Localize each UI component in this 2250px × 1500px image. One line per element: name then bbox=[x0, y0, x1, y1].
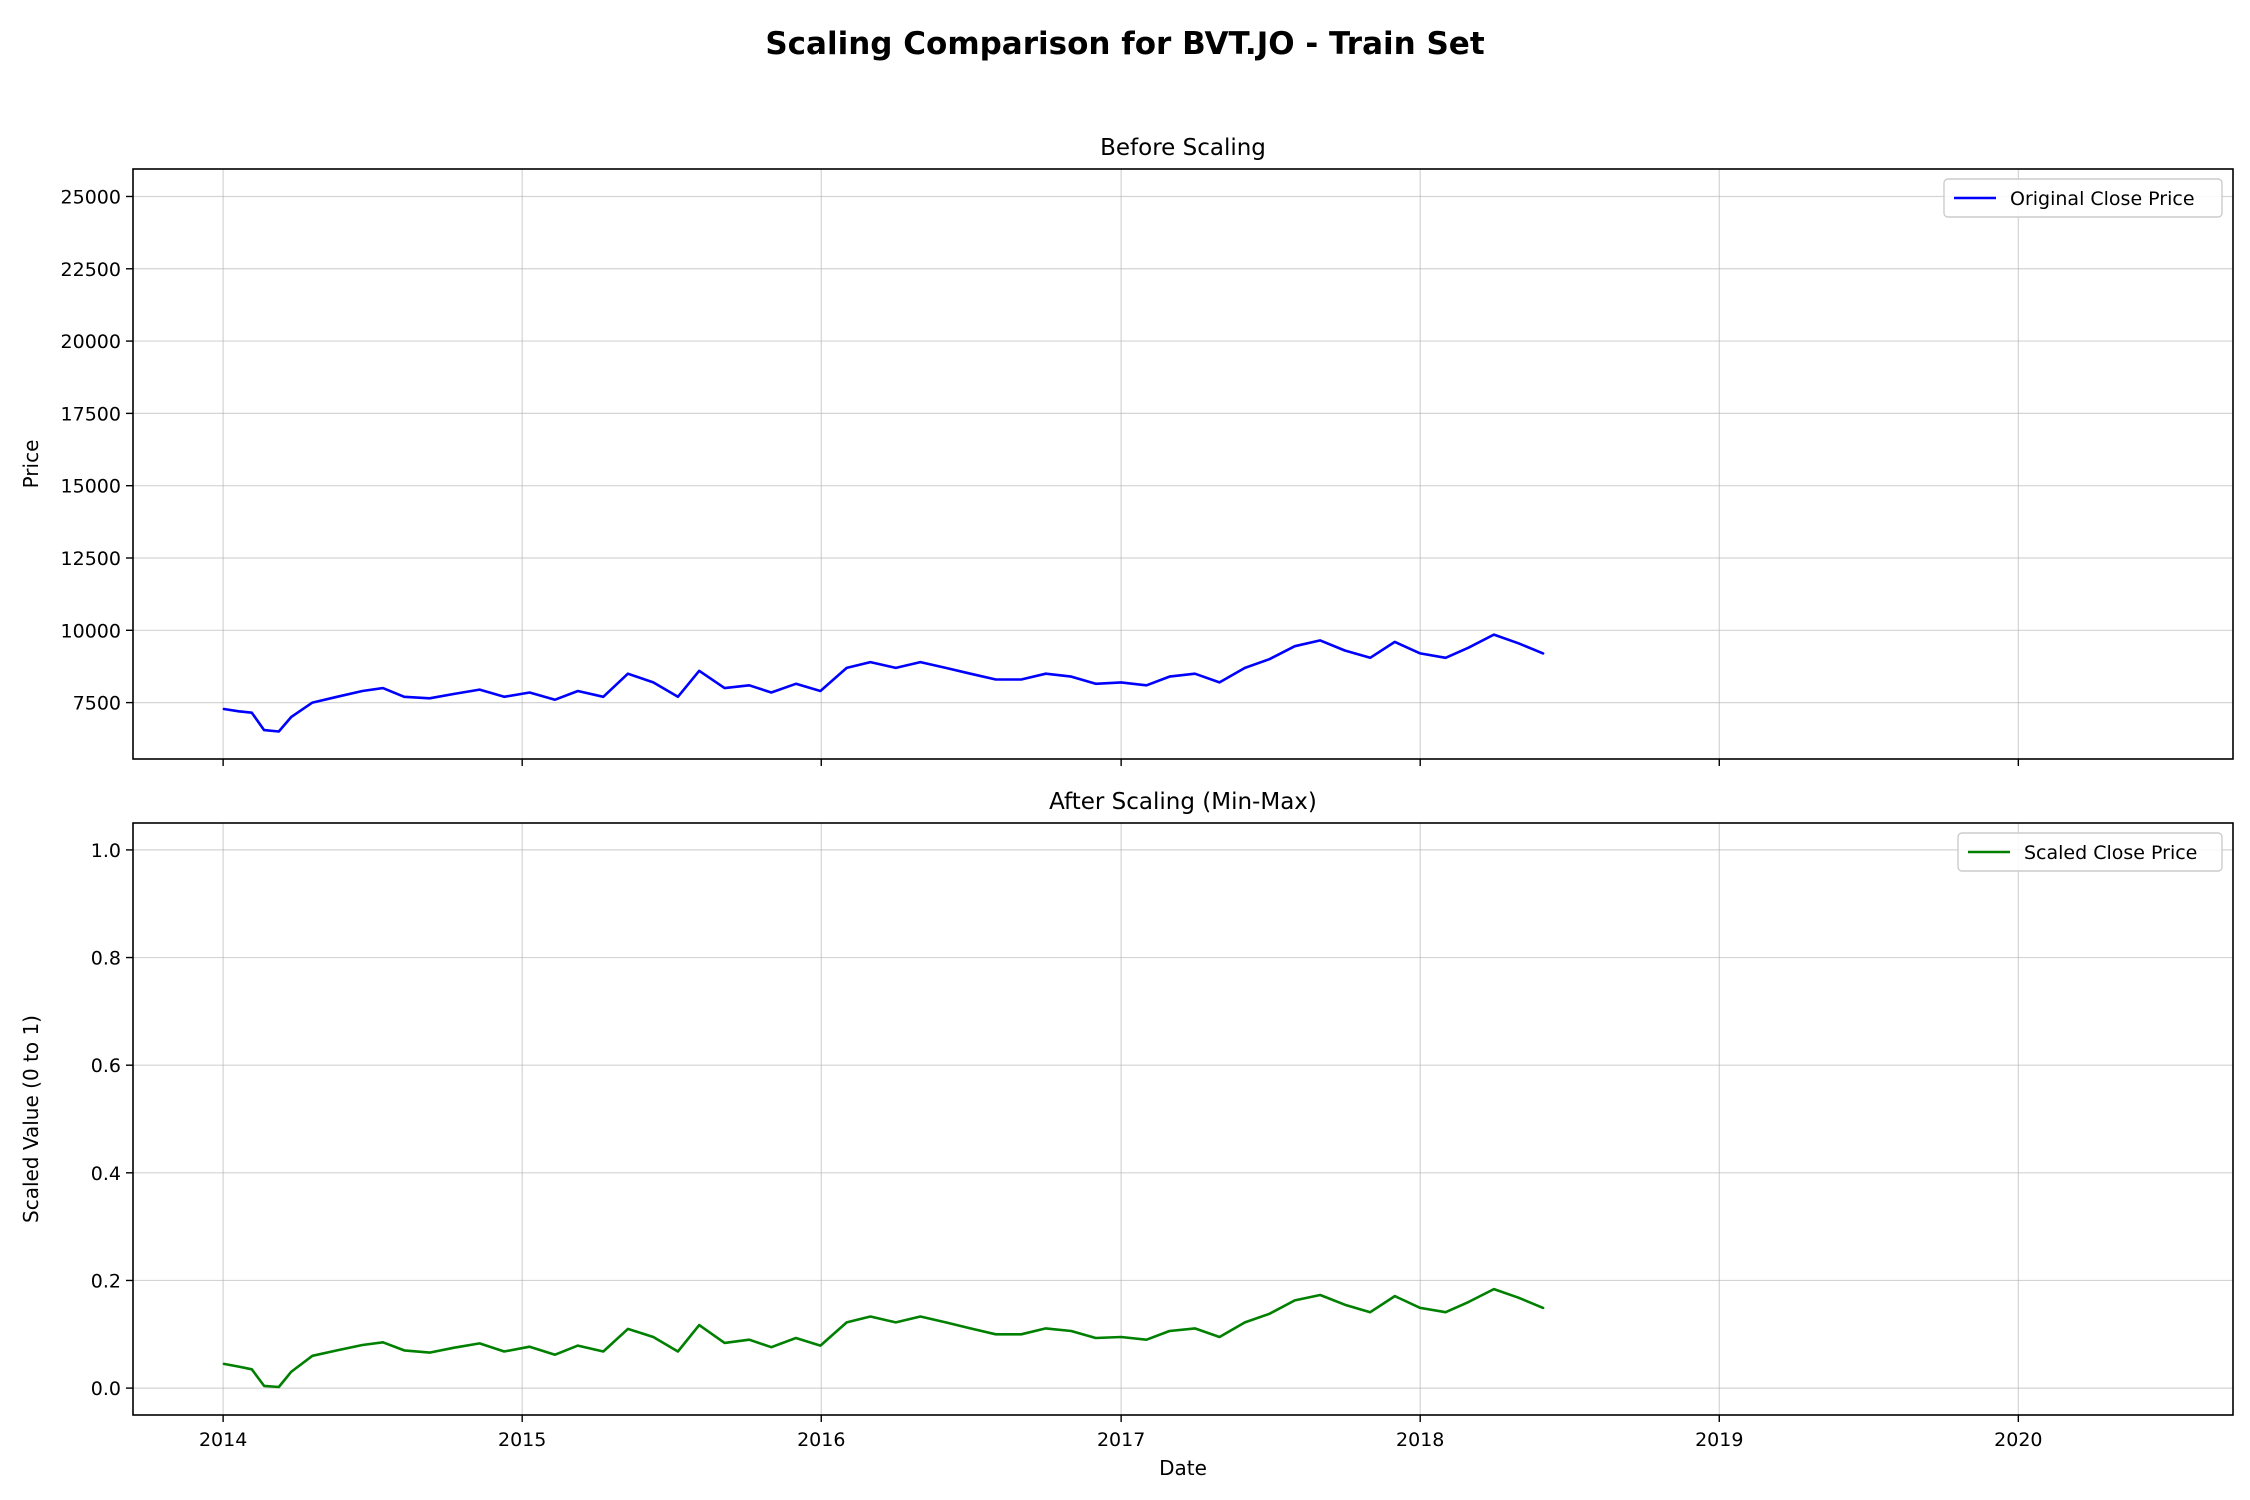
before-scaling-title: Before Scaling bbox=[1100, 135, 1266, 161]
after-scaling-y-tick-label: 0.8 bbox=[91, 948, 121, 970]
before-scaling-y-axis-label: Price bbox=[19, 440, 43, 489]
after-scaling-y-tick-label: 0.4 bbox=[91, 1163, 121, 1185]
after-scaling-legend-label: Scaled Close Price bbox=[2024, 842, 2197, 864]
x-axis-label: Date bbox=[1159, 1456, 1207, 1480]
after-scaling-y-tick-label: 1.0 bbox=[91, 840, 121, 862]
before-scaling-y-tick-label: 7500 bbox=[73, 693, 121, 715]
after-scaling-legend: Scaled Close Price bbox=[1957, 832, 2223, 872]
before-scaling-y-tick-label: 12500 bbox=[61, 548, 121, 570]
before-scaling-panel: 7500 10000 12500 15000 17500 20000 22500 25000 B… bbox=[19, 135, 2234, 766]
after-scaling-x-tick-label: 2019 bbox=[1695, 1429, 1743, 1451]
before-scaling-legend-box bbox=[1943, 178, 2223, 218]
after-scaling-x-tick-label: 2017 bbox=[1097, 1429, 1145, 1451]
before-scaling-y-tick-label: 15000 bbox=[61, 476, 121, 498]
after-scaling-x-tick-label: 2016 bbox=[797, 1429, 845, 1451]
after-scaling-y-tick-label: 0.0 bbox=[91, 1378, 121, 1400]
after-scaling-plot-frame bbox=[132, 822, 2234, 1416]
after-scaling-grid bbox=[133, 823, 2233, 1415]
before-scaling-y-tick-label: 10000 bbox=[61, 620, 121, 642]
before-scaling-y-tick-label: 20000 bbox=[61, 331, 121, 353]
before-scaling-plot-frame bbox=[132, 168, 2234, 760]
before-scaling-legend: Original Close Price bbox=[1943, 178, 2223, 218]
after-scaling-x-tick-label: 2014 bbox=[199, 1429, 247, 1451]
before-scaling-y-tick-label: 22500 bbox=[61, 259, 121, 281]
before-scaling-legend-label: Original Close Price bbox=[2010, 188, 2195, 210]
after-scaling-x-tick-label: 2015 bbox=[498, 1429, 546, 1451]
after-scaling-x-tick-label: 2020 bbox=[1994, 1429, 2042, 1451]
before-scaling-y-tick-label: 25000 bbox=[61, 186, 121, 208]
before-scaling-y-tick-label: 17500 bbox=[61, 403, 121, 425]
after-scaling-y-tick-label: 0.6 bbox=[91, 1055, 121, 1077]
after-scaling-y-axis-label: Scaled Value (0 to 1) bbox=[19, 1015, 43, 1223]
after-scaling-x-tick-label: 2018 bbox=[1396, 1429, 1444, 1451]
after-scaling-panel: 0.0 0.2 0.4 0.6 0.8 1.0 2014 2015 2016 2017 2018 20… bbox=[19, 789, 2234, 1451]
after-scaling-series-line bbox=[222, 1287, 1545, 1389]
after-scaling-title: After Scaling (Min-Max) bbox=[1049, 789, 1317, 815]
after-scaling-legend-box bbox=[1957, 832, 2223, 872]
before-scaling-grid bbox=[133, 169, 2233, 759]
before-scaling-series-line bbox=[222, 633, 1545, 733]
after-scaling-y-tick-label: 0.2 bbox=[91, 1270, 121, 1292]
figure-title: Scaling Comparison for BVT.JO - Train Se… bbox=[765, 26, 1484, 62]
